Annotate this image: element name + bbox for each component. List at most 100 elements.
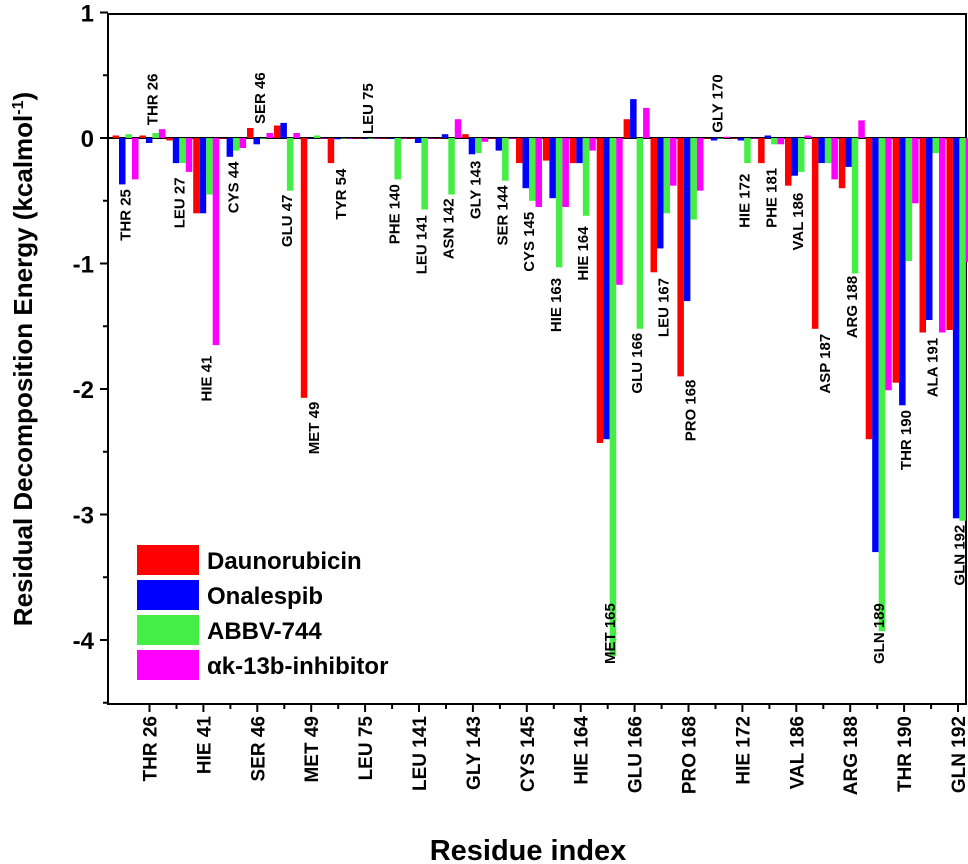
bar-k-13b-inhibitor-hie-163 [562, 138, 569, 207]
bar-label-thr-25: THR 25 [118, 189, 135, 241]
bar-daunorubicin-hie-41 [193, 138, 200, 214]
bar-k-13b-inhibitor-gly-143 [481, 138, 489, 142]
bar-daunorubicin-hie-172 [731, 138, 738, 139]
bar-k-13b-inhibitor-gln-189 [885, 138, 892, 391]
bar-label-leu-141: LEU 141 [414, 215, 431, 274]
x-tick-label-leu-141: LEU 141 [410, 716, 431, 791]
bar-onalespib-hie-163 [549, 138, 556, 199]
bar-label-glu-47: GLU 47 [279, 195, 296, 248]
bar-label-phe-140: PHE 140 [387, 184, 404, 244]
bar-label-val-186: VAL 186 [790, 193, 807, 251]
bar-k-13b-inhibitor-ser-144 [508, 138, 516, 139]
bar-abbv-744-pro-168 [690, 138, 697, 220]
bar-abbv-744-ser-144 [502, 138, 509, 181]
bar-abbv-744-thr-26 [152, 133, 159, 138]
bar-onalespib-leu-75 [361, 138, 368, 139]
bar-k-13b-inhibitor-cys-44 [239, 138, 247, 148]
bar-daunorubicin-thr-190 [892, 138, 900, 383]
bar-k-13b-inhibitor-met-165 [616, 138, 623, 285]
x-tick-label-hie-164: HIE 164 [572, 716, 593, 785]
bar-label-cys-145: CYS 145 [521, 212, 538, 272]
bar-label-gln-189: GLN 189 [871, 603, 888, 664]
bar-k-13b-inhibitor-leu-27 [185, 138, 193, 172]
bar-label-pro-168: PRO 168 [683, 380, 700, 442]
x-tick-label-thr-190: THR 190 [895, 716, 916, 792]
bar-daunorubicin-arg-188 [838, 138, 846, 189]
bar-daunorubicin-gly-143 [462, 134, 469, 138]
bar-abbv-744-gly-170 [717, 138, 724, 139]
bar-daunorubicin-leu-75 [354, 138, 362, 139]
bar-onalespib-val-186 [791, 138, 798, 176]
bar-onalespib-ser-144 [495, 138, 503, 151]
x-tick-label-hie-41: HIE 41 [194, 716, 215, 775]
bar-k-13b-inhibitor-glu-47 [293, 133, 300, 138]
x-tick-label-gly-143: GLY 143 [464, 716, 485, 790]
bar-onalespib-ala-191 [926, 138, 933, 320]
bar-label-tyr-54: TYR 54 [333, 168, 350, 220]
x-axis: THR 26 HIE 41 SER 46 MET 49 LEU 75 LEU 141 GLY… [141, 704, 968, 795]
bar-onalespib-arg-188 [845, 138, 852, 167]
bar-daunorubicin-met-49 [300, 138, 308, 398]
bar-label-gln-192: GLN 192 [952, 525, 968, 586]
bar-abbv-744-asp-187 [824, 138, 832, 164]
bar-k-13b-inhibitor-asp-187 [831, 138, 838, 180]
bar-onalespib-cys-44 [226, 138, 234, 157]
bar-onalespib-leu-167 [657, 138, 664, 249]
bar-k-13b-inhibitor-ser-46 [266, 133, 273, 138]
bar-k-13b-inhibitor-thr-26 [158, 129, 166, 138]
bar-onalespib-met-49 [307, 138, 314, 139]
bar-label-phe-181: PHE 181 [763, 168, 780, 228]
bar-abbv-744-cys-44 [233, 138, 240, 151]
bar-daunorubicin-thr-25 [112, 135, 119, 138]
bar-abbv-744-phe-181 [771, 138, 778, 145]
bar-label-asp-187: ASP 187 [817, 334, 834, 394]
y-axis-title-close: ) [8, 92, 38, 101]
legend-swatch-onalespib [137, 580, 199, 610]
bar-onalespib-thr-190 [899, 138, 906, 406]
bar-abbv-744-asn-142 [448, 138, 455, 195]
legend-swatch-daunorubicin [137, 545, 199, 575]
bar-k-13b-inhibitor-thr-25 [132, 138, 139, 180]
bar-daunorubicin-phe-140 [381, 138, 388, 139]
bar-abbv-744-glu-47 [286, 138, 294, 191]
bar-abbv-744-ser-46 [260, 138, 267, 139]
bar-abbv-744-glu-166 [636, 138, 644, 329]
bar-daunorubicin-asp-187 [811, 138, 819, 329]
bar-onalespib-asp-187 [818, 138, 825, 164]
bar-daunorubicin-cys-145 [516, 138, 523, 164]
bar-onalespib-leu-27 [172, 138, 180, 164]
bar-abbv-744-met-165 [609, 138, 617, 657]
bar-onalespib-tyr-54 [334, 138, 341, 140]
bars-group [112, 99, 968, 657]
bar-daunorubicin-leu-141 [408, 138, 415, 139]
bar-daunorubicin-hie-164 [569, 138, 577, 164]
bar-daunorubicin-pro-168 [677, 138, 684, 377]
legend-label-onalespib: Onalespib [207, 583, 323, 610]
bar-label-met-165: MET 165 [602, 603, 619, 664]
bar-daunorubicin-ser-46 [247, 128, 254, 138]
plot-frame [107, 13, 967, 705]
x-tick-label-met-49: MET 49 [302, 716, 323, 783]
bar-daunorubicin-ala-191 [919, 138, 926, 333]
bar-daunorubicin-glu-166 [623, 119, 631, 138]
y-tick-label: 1 [81, 1, 94, 28]
bar-abbv-744-arg-188 [851, 138, 859, 274]
bar-onalespib-glu-166 [630, 99, 637, 138]
y-tick-label: 0 [81, 126, 94, 153]
bar-daunorubicin-gln-189 [865, 138, 873, 440]
bar-abbv-744-leu-167 [663, 138, 670, 214]
bar-label-arg-188: ARG 188 [844, 276, 861, 339]
bar-onalespib-gly-143 [468, 138, 476, 155]
y-axis-title-main: Residual Decomposition Energy (kcalmol [8, 115, 38, 626]
bar-label-cys-44: CYS 44 [225, 161, 242, 213]
bar-daunorubicin-cys-44 [220, 138, 227, 139]
y-tick-label: -3 [73, 503, 94, 530]
bar-onalespib-hie-164 [576, 138, 583, 164]
bar-abbv-744-thr-25 [125, 134, 132, 138]
bar-k-13b-inhibitor-glu-166 [643, 107, 650, 138]
bar-label-thr-26: THR 26 [145, 74, 162, 126]
legend-swatch-k-13b-inhibitor [137, 650, 199, 680]
y-tick-label: -2 [73, 377, 94, 404]
bar-k-13b-inhibitor-leu-75 [374, 138, 381, 139]
bar-onalespib-phe-140 [388, 138, 395, 139]
